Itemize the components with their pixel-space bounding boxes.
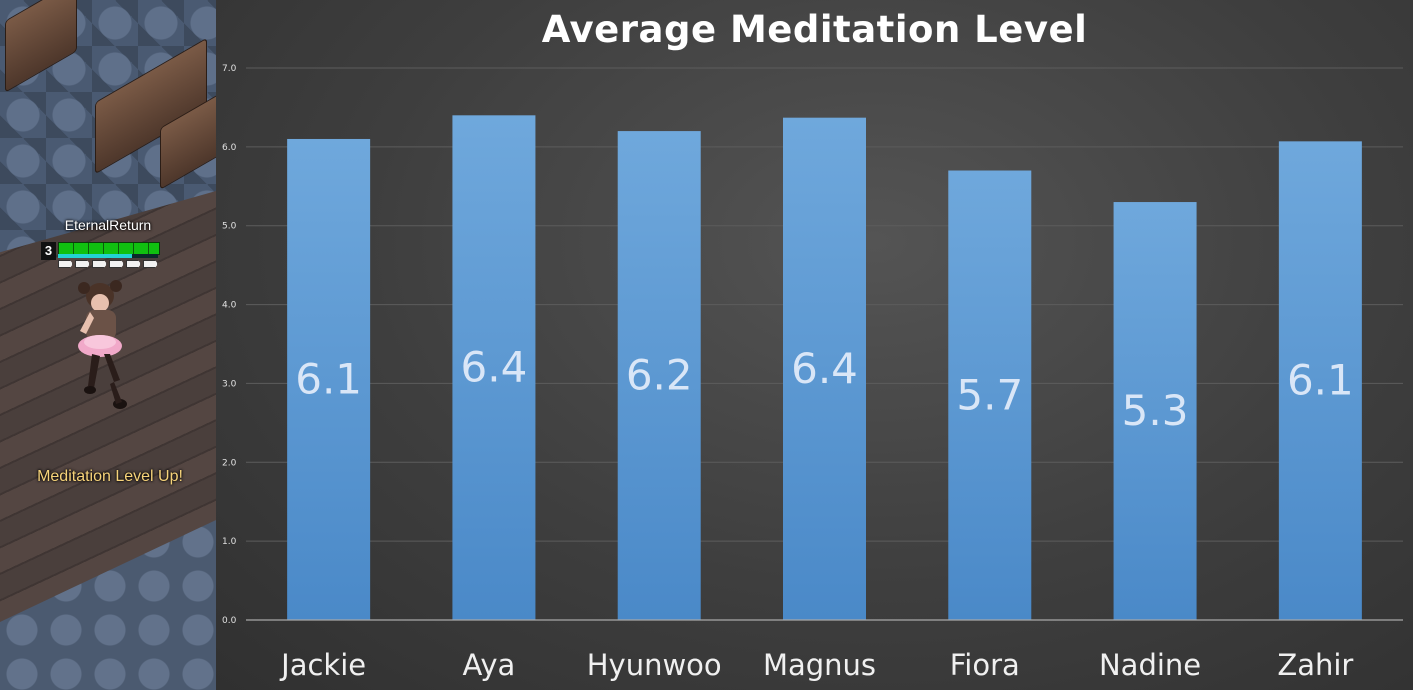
y-tick-label: 4.0 [222,301,237,311]
buff-icon [92,260,107,268]
bar-fiora[interactable] [948,170,1032,620]
axes: 0.0 1.0 2.0 3.0 4.0 5.0 6.0 7.0 Jackie Aya Hyunwoo… [222,64,1403,682]
buff-icon [109,260,124,268]
x-tick-label: Nadine [1099,648,1201,682]
x-tick-label: Fiora [950,648,1020,682]
y-tick-label: 0.0 [222,616,237,626]
player-character[interactable] [70,276,142,421]
data-label: 6.2 [626,351,693,400]
x-tick-label: Hyunwoo [587,648,722,682]
stamina-bar [58,254,158,258]
meditation-levelup-notification: Meditation Level Up! [37,468,183,485]
y-tick-label: 1.0 [222,537,237,547]
data-label: 6.1 [1287,356,1354,405]
y-tick-label: 3.0 [222,379,237,389]
data-label: 6.4 [791,344,858,393]
x-tick-label: Magnus [763,648,876,682]
y-tick-label: 7.0 [222,64,237,74]
stamina-bar-fill [58,254,132,258]
y-tick-label: 2.0 [222,458,237,468]
chart-panel: Average Meditation Level 6.1 6.4 6.2 6.4 5.7… [216,0,1413,690]
health-bar [58,242,160,255]
data-label: 5.3 [1122,386,1189,435]
player-name: EternalReturn [64,217,152,233]
status-buffs [58,260,158,268]
x-tick-label: Jackie [279,648,366,682]
bar-hyunwoo[interactable] [617,131,701,621]
bar-jackie[interactable] [287,138,371,620]
data-label: 5.7 [956,370,1023,419]
x-tick-label: Aya [463,648,516,682]
buff-icon [58,260,73,268]
bars: 6.1 6.4 6.2 6.4 5.7 5.3 6.1 [287,115,1362,621]
y-tick-label: 5.0 [222,222,237,232]
buff-icon [126,260,141,268]
bar-chart: 6.1 6.4 6.2 6.4 5.7 5.3 6.1 0.0 1.0 2.0 3.0 4.0 5.0… [222,64,1403,682]
buff-icon [143,260,158,268]
y-tick-label: 6.0 [222,143,237,153]
bar-nadine[interactable] [1113,202,1197,621]
data-label: 6.1 [295,354,362,403]
buff-icon [75,260,90,268]
game-viewport: EternalReturn 3 Meditation Level Up! [0,0,216,690]
bar-magnus[interactable] [783,117,866,621]
player-level-badge: 3 [41,242,56,260]
bar-aya[interactable] [452,115,536,621]
data-label: 6.4 [461,343,528,392]
bar-zahir[interactable] [1278,141,1362,620]
chart-title: Average Meditation Level [541,8,1088,51]
x-tick-label: Zahir [1277,648,1353,682]
